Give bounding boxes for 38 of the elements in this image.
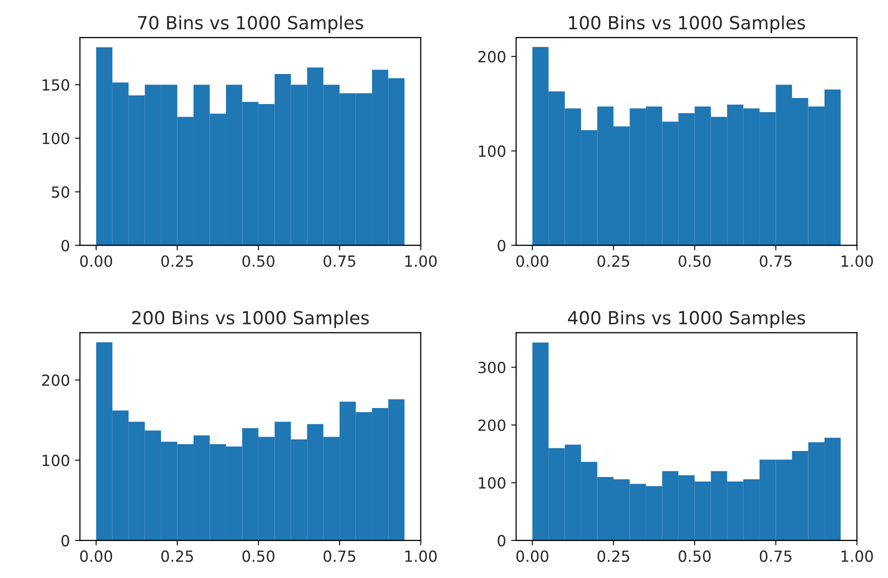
y-tick-label: 100 [42,132,70,144]
x-tick-label: 0.50 [242,550,274,562]
y-tick-label: 300 [478,362,506,374]
x-tick-label: 0.00 [80,550,112,562]
y-tick-label: 100 [42,454,70,466]
x-tick-label: 0.25 [598,255,630,267]
x-tick-label: 0.50 [242,255,274,267]
x-tick-label: 1.00 [842,550,873,562]
y-tick-label: 50 [52,186,70,198]
x-tick-label: 0.25 [161,550,193,562]
x-tick-label: 0.75 [760,255,792,267]
chart-title: 70 Bins vs 1000 Samples [138,16,364,33]
x-tick-label: 0.75 [324,255,356,267]
chart-title: 200 Bins vs 1000 Samples [132,310,369,328]
y-tick-label: 0 [61,240,70,252]
y-tick-label: 100 [478,145,506,157]
x-tick-label: 0.75 [324,550,356,562]
y-tick-label: 200 [478,419,506,432]
x-tick-label: 0.00 [516,255,548,267]
chart-title: 400 Bins vs 1000 Samples [568,310,806,328]
y-tick-label: 0 [61,534,70,546]
chart-title: 100 Bins vs 1000 Samples [569,16,806,33]
y-tick-label: 200 [42,374,70,386]
x-tick-label: 1.00 [405,550,437,562]
x-tick-label: 0.25 [161,255,193,267]
x-tick-label: 0.25 [598,550,630,562]
x-tick-label: 0.50 [678,255,711,267]
y-tick-label: 100 [478,477,506,489]
y-tick-label: 150 [42,79,70,91]
x-tick-label: 1.00 [405,255,437,267]
y-tick-label: 200 [478,50,506,62]
x-tick-label: 0.75 [760,550,792,562]
y-tick-label: 0 [498,534,506,546]
x-tick-label: 1.00 [842,255,873,267]
x-tick-label: 0.50 [678,550,711,562]
x-tick-label: 0.00 [80,255,112,267]
y-tick-label: 0 [498,240,506,252]
x-tick-label: 0.00 [516,550,548,562]
